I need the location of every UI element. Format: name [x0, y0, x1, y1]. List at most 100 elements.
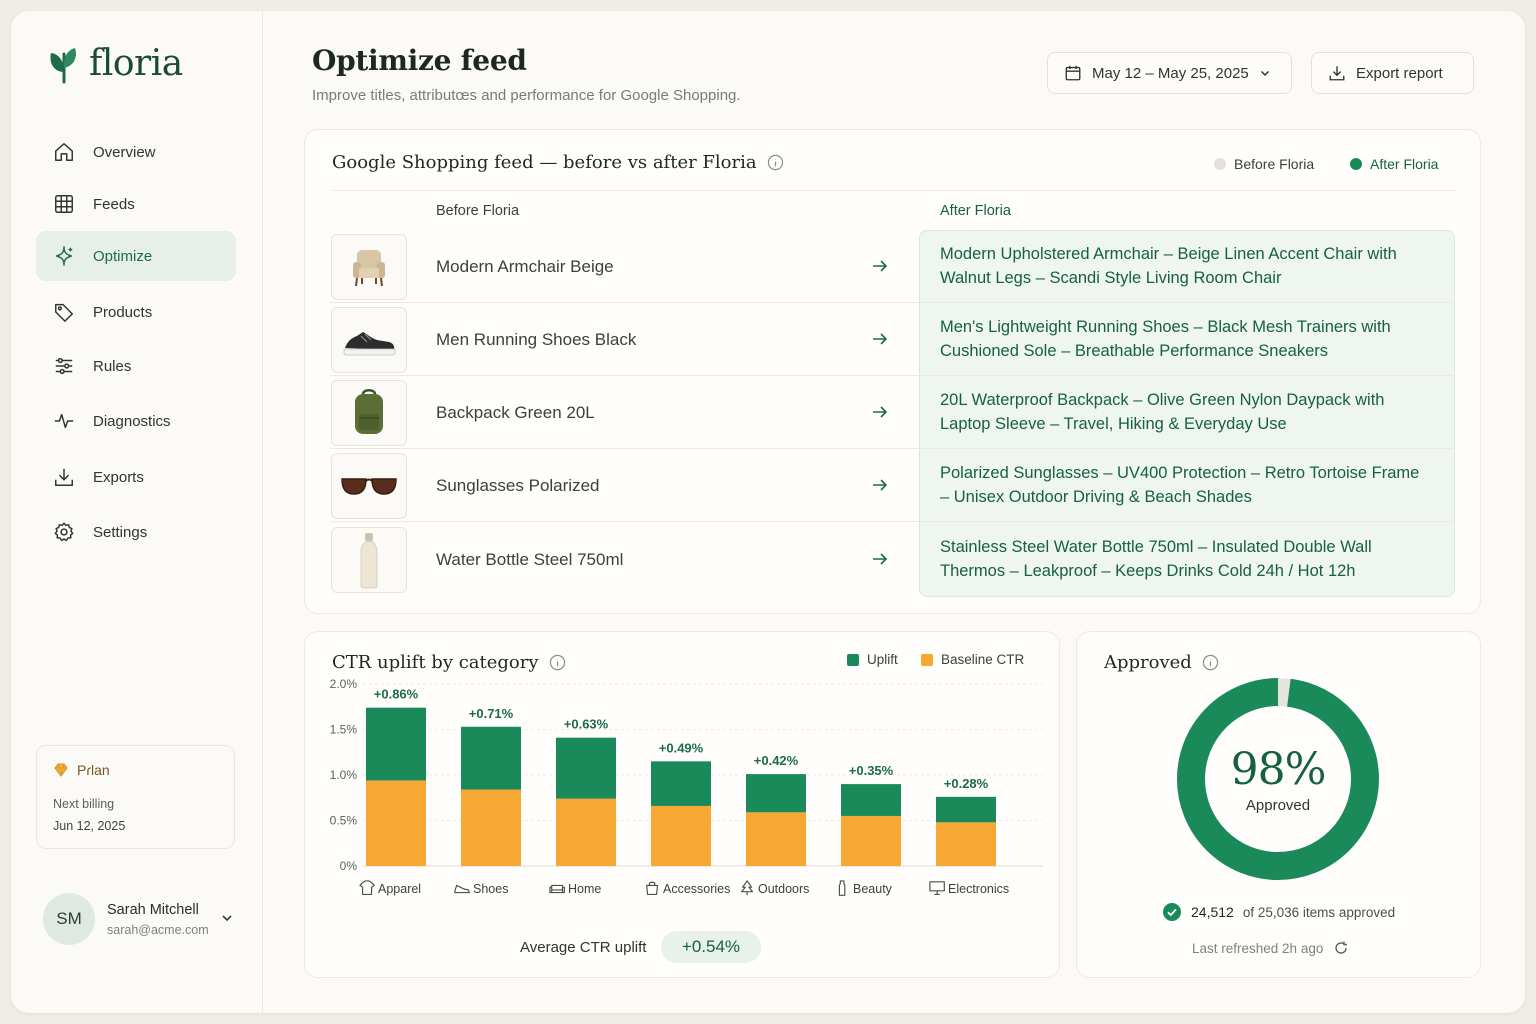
- ctr-card-title: CTR uplift by category: [332, 652, 566, 673]
- row-divider: [330, 521, 1455, 522]
- feed-comparison-card: Google Shopping feed — before vs after F…: [304, 129, 1481, 614]
- bar-uplift: [841, 784, 901, 816]
- feed-row[interactable]: Modern Armchair Beige Modern Upholstered…: [330, 230, 1455, 303]
- donut-center: 98% Approved: [1173, 744, 1383, 814]
- sidebar-item-exports[interactable]: Exports: [36, 452, 236, 502]
- feed-row[interactable]: Sunglasses Polarized Polarized Sunglasse…: [330, 449, 1455, 522]
- bar-uplift: [461, 726, 521, 790]
- user-profile[interactable]: SM Sarah Mitchell sarah@acme.com: [43, 893, 209, 945]
- approval-donut: [1177, 678, 1379, 880]
- product-thumbnail: [331, 307, 407, 373]
- bar-uplift: [746, 774, 806, 813]
- info-icon[interactable]: [767, 154, 784, 171]
- legend-after: After Floria: [1350, 156, 1438, 172]
- sidebar-item-feeds[interactable]: Feeds: [36, 179, 236, 229]
- y-tick-label: 1.5%: [330, 723, 358, 737]
- approved-count: 24,512: [1191, 904, 1234, 920]
- refresh-icon[interactable]: [1333, 940, 1349, 956]
- bag-icon-path: [646, 881, 659, 895]
- sofa-icon-path: [549, 884, 565, 894]
- backpack-icon: [355, 389, 383, 434]
- date-range-picker[interactable]: May 12 – May 25, 2025: [1047, 52, 1292, 94]
- sidebar-item-settings[interactable]: Settings: [36, 507, 236, 557]
- x-tick-label: Beauty: [853, 882, 893, 896]
- after-title: 20L Waterproof Backpack – Olive Green Ny…: [940, 391, 1385, 433]
- row-divider: [330, 302, 1455, 303]
- legend-swatch-after: [1350, 158, 1362, 170]
- feed-row[interactable]: Water Bottle Steel 750ml Stainless Steel…: [330, 523, 1455, 596]
- info-icon[interactable]: [1202, 654, 1219, 671]
- x-tick-label: Accessories: [663, 882, 730, 896]
- sidebar-item-label: Settings: [93, 523, 148, 541]
- feed-card-title: Google Shopping feed — before vs after F…: [332, 152, 784, 173]
- donut-approved-arc: [1177, 678, 1379, 880]
- sidebar-item-optimize[interactable]: Optimize: [36, 231, 236, 281]
- page-title: Optimize feed: [312, 44, 527, 77]
- bar-baseline: [556, 798, 616, 866]
- approved-count-line: 24,512 of 25,036 items approved: [1162, 902, 1395, 922]
- data-label: +0.63%: [564, 717, 609, 732]
- column-header-before: Before Floria: [436, 203, 520, 219]
- approved-card-title-text: Approved: [1104, 652, 1192, 673]
- gear-icon: [54, 522, 74, 542]
- logo-text: floria: [89, 43, 183, 84]
- plan-card[interactable]: Pɾlan Next billing Jun 12, 2025: [36, 745, 235, 849]
- bar-uplift: [651, 761, 711, 806]
- arrow-right-icon: [873, 260, 888, 272]
- sidebar-item-label: Exports: [93, 468, 144, 486]
- monitor-icon: [929, 881, 945, 895]
- sidebar-item-label: Rules: [93, 357, 132, 375]
- user-email: sarah@acme.com: [107, 922, 209, 937]
- sidebar: floria Overview Feeds Optimize Products …: [11, 11, 263, 1013]
- y-tick-label: 0.5%: [330, 814, 358, 828]
- feed-row[interactable]: Men Running Shoes Black Men's Lightweigh…: [330, 303, 1455, 376]
- app-window: floria Overview Feeds Optimize Products …: [11, 11, 1525, 1013]
- sidebar-item-label: Feeds: [93, 195, 135, 213]
- after-title: Polarized Sunglasses – UV400 Protection …: [940, 464, 1420, 506]
- calendar-icon: [1065, 65, 1081, 81]
- water-bottle-icon: [360, 533, 378, 589]
- plan-billing-date: Jun 12, 2025: [53, 819, 126, 833]
- avatar: SM: [43, 893, 95, 945]
- before-title: Sunglasses Polarized: [436, 476, 600, 495]
- sidebar-item-products[interactable]: Products: [36, 287, 236, 337]
- bar-baseline: [936, 822, 996, 866]
- sidebar-item-label: Optimize: [93, 247, 153, 265]
- grid-icon: [55, 195, 73, 213]
- sidebar-item-label: Products: [93, 303, 153, 321]
- divider: [332, 190, 1455, 191]
- legend-swatch-baseline: [921, 654, 933, 666]
- armchair-icon: [353, 250, 385, 287]
- approved-card: Approved 98% Approved 24,512 of 25,036 i…: [1076, 631, 1481, 978]
- plan-title: Pɾlan: [53, 762, 110, 778]
- sofa-icon: [549, 884, 565, 894]
- after-title: Modern Upholstered Armchair – Beige Line…: [940, 245, 1397, 287]
- product-thumbnail: [331, 234, 407, 300]
- average-ctr-label: Average CTR uplift: [520, 939, 647, 956]
- ctr-chart: 0% 0.5% 1.0% 1.5% 2.0% Uplift Baseline CTR +0.8…: [330, 652, 1043, 896]
- shoe-icon-path: [454, 884, 470, 894]
- bar-baseline: [746, 812, 806, 866]
- sidebar-item-rules[interactable]: Rules: [36, 341, 236, 391]
- info-icon[interactable]: [549, 654, 566, 671]
- export-report-button[interactable]: Export report: [1311, 52, 1474, 94]
- sidebar-item-diagnostics[interactable]: Diagnostics: [36, 396, 236, 446]
- average-ctr-value: +0.54%: [661, 931, 761, 963]
- bottle-icon: [838, 880, 846, 896]
- approved-label: Approved: [1245, 797, 1311, 814]
- feed-row[interactable]: Backpack Green 20L 20L Waterproof Backpa…: [330, 376, 1455, 449]
- user-name: Sarah Mitchell: [107, 901, 199, 918]
- data-label: +0.35%: [849, 763, 894, 778]
- shoe-icon: [454, 884, 470, 894]
- bar-uplift: [936, 796, 996, 823]
- y-tick-label: 2.0%: [330, 677, 358, 691]
- logo[interactable]: floria: [47, 43, 183, 84]
- shoe-icon: [343, 332, 396, 356]
- legend-label: Uplift: [867, 652, 898, 667]
- ctr-card-title-text: CTR uplift by category: [332, 652, 539, 673]
- chevron-down-icon[interactable]: [220, 911, 234, 925]
- data-label: +0.71%: [469, 706, 514, 721]
- sidebar-item-overview[interactable]: Overview: [36, 127, 236, 177]
- plan-name: Pɾlan: [77, 762, 110, 778]
- page-subtitle: Improve titles, attributœs and performan…: [312, 87, 741, 104]
